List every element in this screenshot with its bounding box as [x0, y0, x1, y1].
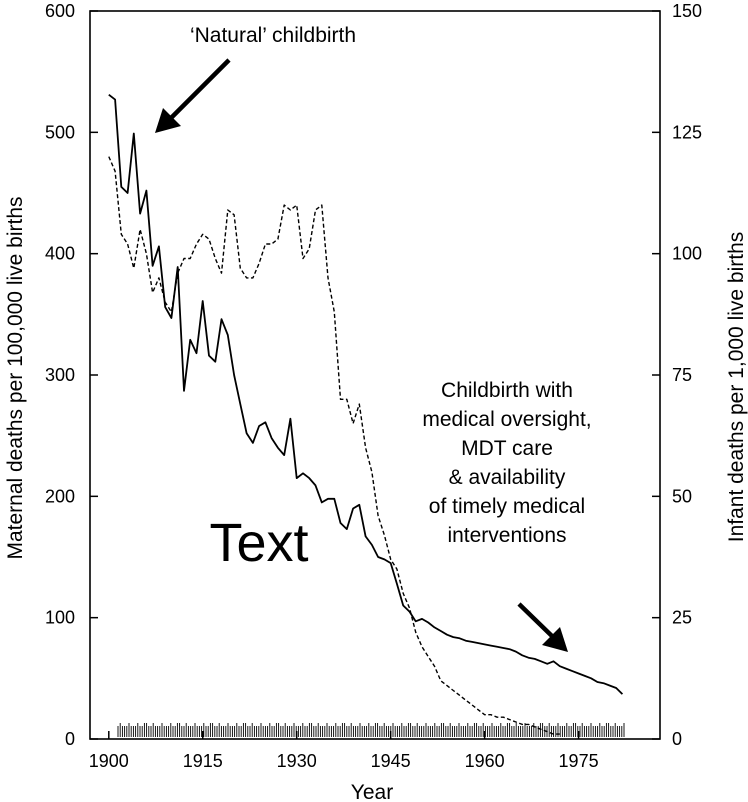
series-layer: [108, 93, 624, 735]
y-left-tick-label: 400: [45, 244, 75, 264]
y-left-tick-label: 0: [65, 729, 75, 749]
x-tick-label: 1900: [89, 751, 129, 771]
y-right-tick-label: 125: [672, 122, 702, 142]
annotation-line: MDT care: [461, 437, 553, 460]
rug-marks: [117, 723, 625, 737]
y-left-tick-label: 600: [45, 1, 75, 21]
y-axis-left-title: Maternal deaths per 100,000 live births: [4, 196, 27, 559]
x-axis-title: Year: [351, 781, 393, 802]
plot-frame: [89, 10, 661, 740]
annotation-line: interventions: [447, 524, 566, 547]
y-left-tick-label: 200: [45, 486, 75, 506]
y-left-tick-label: 300: [45, 365, 75, 385]
annotation-line: & availability: [449, 466, 566, 489]
annotations-layer: ‘Natural’ childbirth Childbirth with medic…: [155, 24, 592, 652]
arrow-head: [542, 627, 568, 652]
y-right-tick-label: 100: [672, 244, 702, 264]
infant-deaths-line: [108, 156, 560, 735]
x-tick-label: 1960: [465, 751, 505, 771]
ticks-layer: [90, 10, 660, 740]
annotation-text-placeholder: Text: [209, 513, 308, 573]
baseline-tick-rug: [117, 723, 625, 737]
y-axis-right-title: Infant deaths per 1,000 live births: [725, 232, 748, 543]
y-right-tick-label: 0: [672, 729, 682, 749]
annotation-line: medical oversight,: [422, 408, 591, 431]
annotation-line: Childbirth with: [441, 379, 573, 402]
y-right-tick-label: 25: [672, 608, 692, 628]
x-tick-label: 1975: [559, 751, 599, 771]
x-tick-label: 1945: [371, 751, 411, 771]
annotation-line: of timely medical: [429, 495, 585, 518]
y-right-tick-label: 75: [672, 365, 692, 385]
y-right-tick-label: 150: [672, 1, 702, 21]
maternal-deaths-line: [108, 93, 624, 695]
y-right-tick-label: 50: [672, 486, 692, 506]
x-tick-label: 1915: [183, 751, 223, 771]
arrow-shaft: [168, 58, 231, 121]
x-tick-label: 1930: [277, 751, 317, 771]
annotation-medical-oversight: Childbirth with medical oversight, MDT car…: [422, 379, 591, 547]
arrow-head: [155, 108, 181, 133]
y-left-tick-label: 100: [45, 608, 75, 628]
tick-labels-layer: 0 100 200 300 400 500 600 0 25 50 75 100 125 150 1900 1…: [45, 1, 702, 771]
annotation-natural-childbirth: ‘Natural’ childbirth: [190, 24, 356, 47]
plot-border: [89, 10, 661, 740]
arrow-shaft: [517, 602, 556, 640]
y-left-tick-label: 500: [45, 122, 75, 142]
